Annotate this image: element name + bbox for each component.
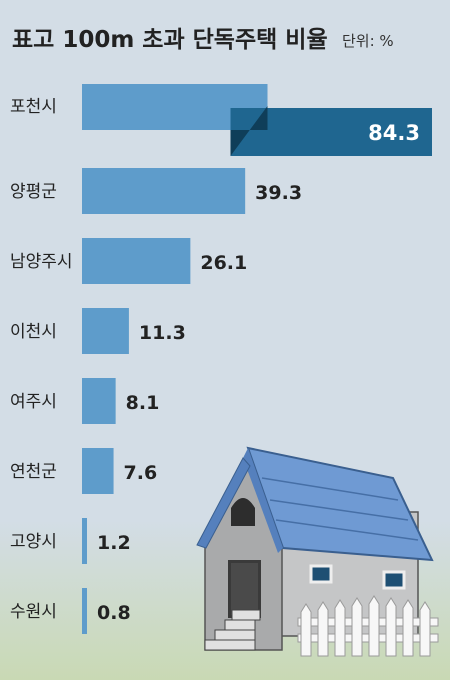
house-illustration: [196, 446, 434, 651]
bar: [82, 448, 114, 494]
bar: [82, 308, 129, 354]
value-label: 8.1: [126, 392, 160, 414]
category-label: 수원시: [10, 602, 57, 622]
bar-fold: [230, 106, 268, 156]
bar: [82, 378, 116, 424]
value-label: 26.1: [200, 252, 247, 274]
category-label: 포천시: [10, 97, 57, 117]
fence-illustration: [297, 595, 439, 657]
unit-label: 단위: %: [342, 32, 394, 50]
category-label: 이천시: [10, 322, 57, 342]
category-label: 양평군: [10, 182, 57, 202]
bar: [82, 238, 191, 284]
value-label: 7.6: [124, 462, 158, 484]
chart-title: 표고 100m 초과 단독주택 비율: [12, 27, 328, 53]
category-label: 여주시: [10, 392, 57, 412]
value-label: 84.3: [368, 121, 420, 145]
bar: [82, 518, 87, 564]
bar: [82, 168, 246, 214]
category-label: 고양시: [10, 532, 57, 552]
value-label: 1.2: [97, 532, 131, 554]
bar: [82, 588, 87, 634]
value-label: 39.3: [255, 182, 302, 204]
value-label: 0.8: [97, 602, 131, 624]
bar-group: 포천시 84.3 양평군 39.3 남양주시 26.1 이천시 11.3 여주시 8.1 연천군 7.…: [10, 84, 432, 634]
category-label: 연천군: [10, 462, 57, 482]
value-label: 11.3: [139, 322, 186, 344]
category-label: 남양주시: [10, 252, 73, 272]
